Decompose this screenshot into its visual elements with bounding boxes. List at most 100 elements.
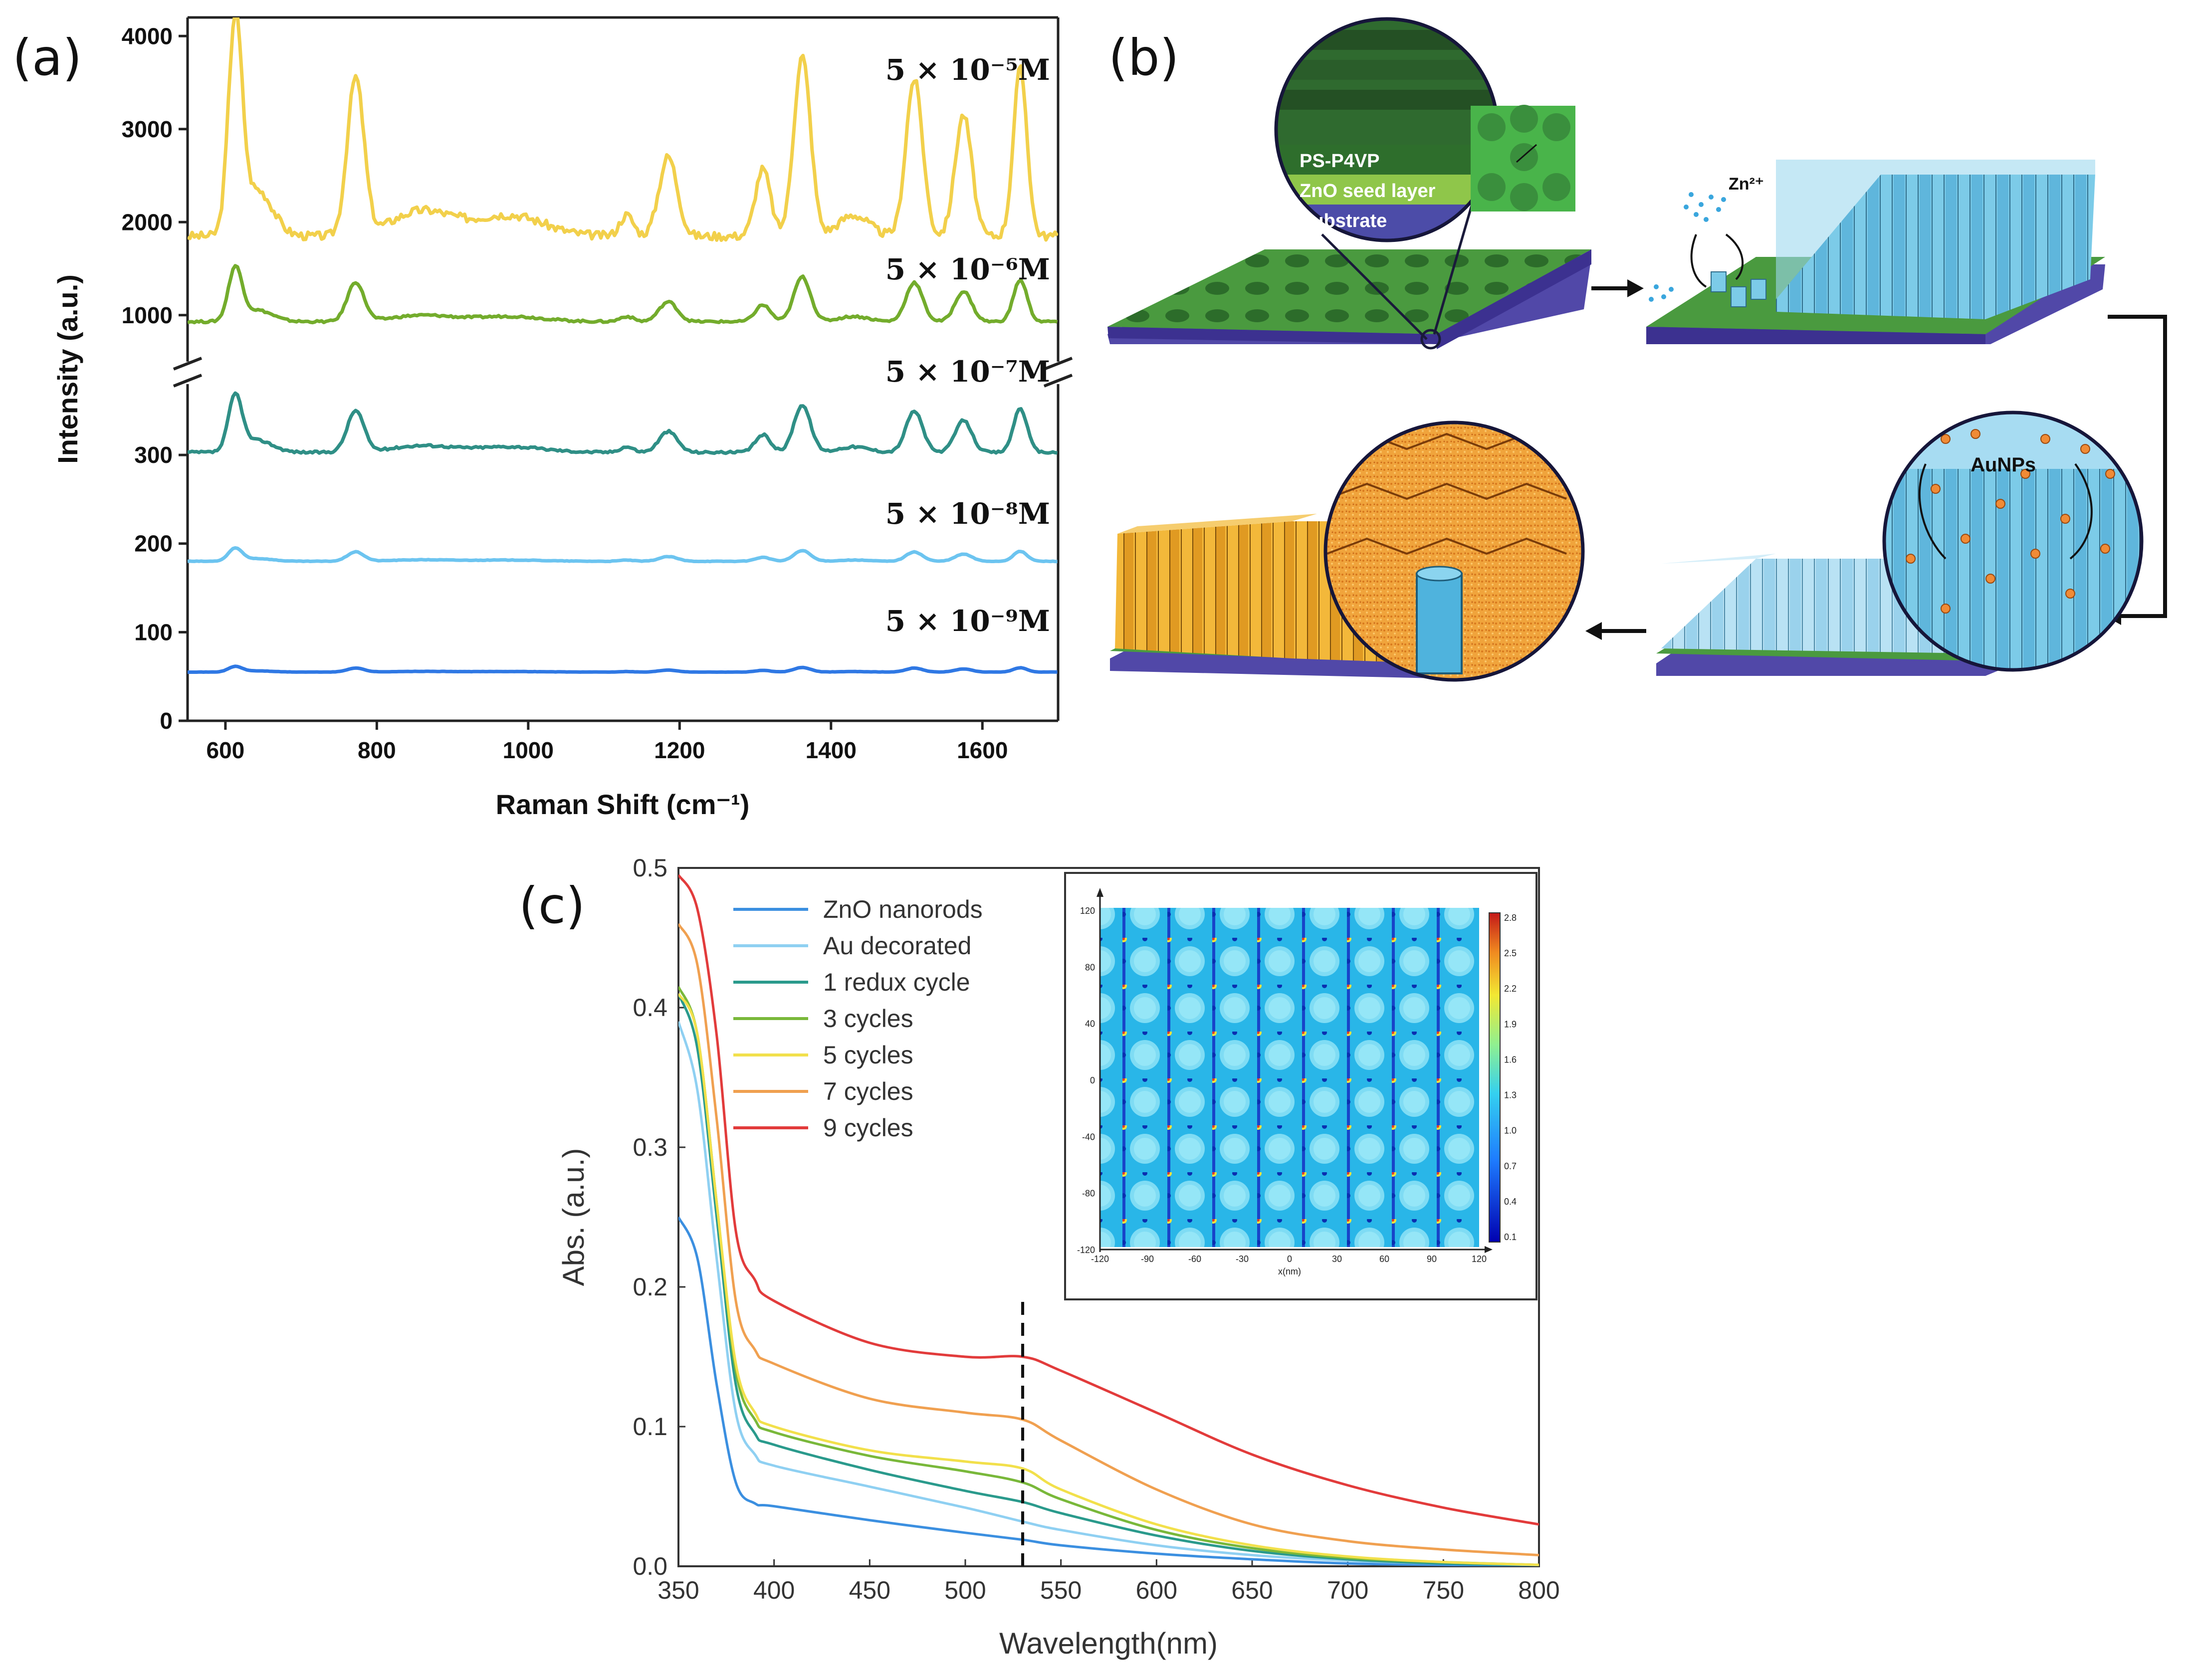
inset-y-tick-label: 40 (1085, 1019, 1095, 1029)
inset-x-tick-label: 30 (1332, 1254, 1342, 1264)
panel-c-legend-label: 7 cycles (823, 1077, 913, 1105)
step1-substrate (1107, 249, 1591, 349)
panel-a-chart: 600 800 1000 1200 1400 1600 1000 2000 3000 4000 0 1… (52, 16, 1073, 820)
panel-a-y-tick-label: 300 (134, 442, 173, 468)
panel-a-x-label: Raman Shift (cm⁻¹) (496, 789, 750, 820)
panel-c-inset: -120 -90 -60 -30 0 30 60 90 120 120 80 40 0 -40 -80 -12… (1064, 872, 1537, 1300)
inset-colorbar-tick-label: 0.7 (1504, 1161, 1517, 1171)
inset-colorbar-tick-label: 1.6 (1504, 1054, 1517, 1064)
inset-colorbar-tick-label: 1.3 (1504, 1090, 1517, 1100)
inset-colorbar (1489, 912, 1501, 1243)
panel-c-x-tick-label: 600 (1136, 1576, 1177, 1604)
panel-a-break-left (173, 357, 203, 388)
panel-a-break-right (1043, 357, 1073, 388)
inset-colorbar-tick-label: 2.8 (1504, 913, 1517, 923)
panel-c-x-label: Wavelength(nm) (999, 1627, 1218, 1660)
panel-c-x-tick-label: 400 (753, 1576, 795, 1604)
panel-a-y-tick-label: 4000 (122, 23, 173, 49)
inset-x-tick-label: -30 (1236, 1254, 1249, 1264)
inset-y-tick-label: 0 (1090, 1075, 1095, 1085)
panel-a-x-tick-label: 1600 (957, 737, 1008, 763)
layer-label-seed: ZnO seed layer (1300, 181, 1436, 202)
panel-a-series-line (188, 264, 1058, 325)
panel-a-series-label: 5 × 10⁻⁵M (885, 53, 1050, 87)
magnifier-gold (1323, 420, 1585, 682)
zn-ion-label: Zn²⁺ (1729, 175, 1764, 194)
panel-a-series-line (188, 546, 1058, 564)
inset-y-tick-label: 80 (1085, 962, 1095, 972)
panel-a-y-tick-label: 100 (134, 619, 173, 645)
panel-c-series-line (678, 923, 1539, 1557)
panel-a-y-tick-label: 2000 (122, 209, 173, 235)
panel-a-x-tick-label: 800 (358, 737, 396, 763)
panel-c-x-tick-label: 550 (1040, 1576, 1082, 1604)
inset-colorbar-tick-label: 1.9 (1504, 1019, 1517, 1029)
panel-c-x-tick-label: 650 (1231, 1576, 1273, 1604)
panel-a-series-label: 5 × 10⁻⁶M (885, 252, 1050, 286)
panel-a-x-tick-label: 1000 (503, 737, 554, 763)
template-top-view (1471, 105, 1575, 211)
inset-x-label: x(nm) (1278, 1266, 1301, 1276)
panel-c-series-line (678, 1216, 1539, 1566)
panel-c-y-tick-label: 0.3 (633, 1133, 667, 1161)
panel-c-x-tick-label: 350 (657, 1576, 699, 1604)
layer-label-substrate: Substrate (1300, 210, 1387, 231)
panel-a-series-line (188, 391, 1058, 455)
inset-x-tick-label: 90 (1427, 1254, 1437, 1264)
panel-c-y-tick-label: 0.1 (633, 1413, 667, 1441)
panel-a-series-line (188, 664, 1058, 674)
panel-a-series-label: 5 × 10⁻⁷M (885, 355, 1050, 389)
panel-c-series-line (678, 993, 1539, 1566)
panel-c-y-tick-label: 0.0 (633, 1552, 667, 1580)
panel-c-legend-label: 5 cycles (823, 1041, 913, 1069)
inset-colorbar-tick-label: 2.5 (1504, 948, 1517, 958)
panel-c-letter: (c) (519, 876, 585, 935)
panel-c-series-line (678, 1021, 1539, 1566)
panel-c-legend-label: 3 cycles (823, 1005, 913, 1033)
panel-a-series-label: 5 × 10⁻⁸M (885, 497, 1050, 531)
panel-c-y-label: Abs. (a.u.) (557, 1148, 590, 1286)
inset-y-tick-label: -80 (1082, 1189, 1095, 1199)
panel-c-y-tick-label: 0.5 (633, 854, 667, 882)
panel-c-y-tick-label: 0.4 (633, 994, 667, 1022)
arrow-step3-to-4 (1585, 622, 1646, 640)
inset-x-tick-label: -90 (1141, 1254, 1154, 1264)
inset-x-tick-label: 120 (1472, 1254, 1487, 1264)
panel-c-series-line (678, 874, 1539, 1526)
panel-a-y-tick-label: 0 (160, 708, 173, 734)
panel-a-y-tick-label: 1000 (122, 302, 173, 328)
inset-x-tick-label: -120 (1091, 1254, 1109, 1264)
panel-a-y-tick-label: 3000 (122, 116, 173, 142)
panel-c-x-tick-label: 500 (944, 1576, 986, 1604)
panel-c-x-tick-label: 700 (1327, 1576, 1368, 1604)
inset-x-tick-label: -60 (1188, 1254, 1201, 1264)
panel-a-x-tick-label: 1400 (806, 737, 857, 763)
panel-b-diagram: PS-P4VP ZnO seed layer Substrate (1107, 17, 2167, 682)
panel-a-series-line (188, 17, 1058, 242)
arrow-step1-to-2 (1591, 279, 1644, 297)
inset-y-tick-label: 120 (1080, 906, 1095, 916)
panel-c-y-tick-label: 0.2 (633, 1273, 667, 1301)
inset-y-tick-label: -120 (1077, 1245, 1095, 1255)
panel-c-legend: ZnO nanorods Au decorated 1 redux cycle 3 c… (733, 895, 983, 1142)
inset-x-tick-label: 0 (1287, 1254, 1292, 1264)
inset-colorbar-tick-label: 0.1 (1504, 1232, 1517, 1242)
panel-a-letter: (a) (12, 28, 82, 87)
magnifier-aunps: AuNPs (1882, 411, 2144, 672)
panel-c-chart: 350 400 450 500 550 600 650 700 750 8000.00.10.20… (557, 854, 1560, 1660)
panel-c-series-line (678, 993, 1539, 1566)
inset-colorbar-tick-label: 0.4 (1504, 1197, 1517, 1207)
panel-a-y-tick-label: 200 (134, 531, 173, 557)
panel-a-y-label: Intensity (a.u.) (52, 274, 83, 464)
panel-c-legend-label: 9 cycles (823, 1114, 913, 1142)
panel-c-x-tick-label: 450 (849, 1576, 890, 1604)
panel-c-x-tick-label: 750 (1423, 1576, 1464, 1604)
panel-b-letter: (b) (1108, 28, 1179, 87)
inset-colorbar-tick-label: 1.0 (1504, 1126, 1517, 1136)
layer-label-polymer: PS-P4VP (1300, 151, 1380, 172)
aunps-label: AuNPs (1970, 454, 2036, 476)
panel-a-series-label: 5 × 10⁻⁹M (885, 604, 1050, 638)
panel-c-x-tick-label: 800 (1518, 1576, 1559, 1604)
inset-field-map (1100, 908, 1479, 1247)
